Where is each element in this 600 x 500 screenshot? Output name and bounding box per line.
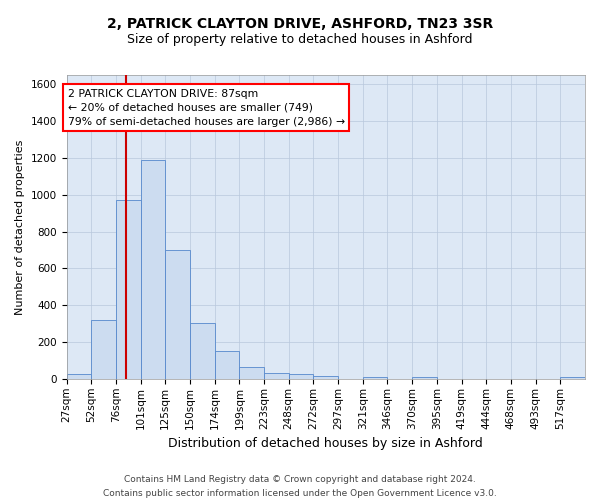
Bar	[116, 200, 140, 379]
Bar	[190, 322, 215, 379]
Text: Size of property relative to detached houses in Ashford: Size of property relative to detached ho…	[127, 32, 473, 46]
Text: Contains HM Land Registry data © Crown copyright and database right 2024.
Contai: Contains HM Land Registry data © Crown c…	[103, 476, 497, 498]
Text: 2 PATRICK CLAYTON DRIVE: 87sqm
← 20% of detached houses are smaller (749)
79% of: 2 PATRICK CLAYTON DRIVE: 87sqm ← 20% of …	[68, 88, 344, 126]
Bar	[239, 367, 264, 379]
Bar	[289, 374, 313, 379]
Bar	[140, 160, 165, 379]
Text: 2, PATRICK CLAYTON DRIVE, ASHFORD, TN23 3SR: 2, PATRICK CLAYTON DRIVE, ASHFORD, TN23 …	[107, 18, 493, 32]
Bar	[560, 377, 585, 379]
Bar	[67, 374, 91, 379]
Bar	[363, 377, 388, 379]
Bar	[165, 250, 190, 379]
Bar	[412, 377, 437, 379]
Y-axis label: Number of detached properties: Number of detached properties	[15, 140, 25, 314]
Bar	[215, 352, 239, 379]
Bar	[91, 320, 116, 379]
X-axis label: Distribution of detached houses by size in Ashford: Distribution of detached houses by size …	[169, 437, 483, 450]
Bar	[264, 374, 289, 379]
Bar	[313, 376, 338, 379]
